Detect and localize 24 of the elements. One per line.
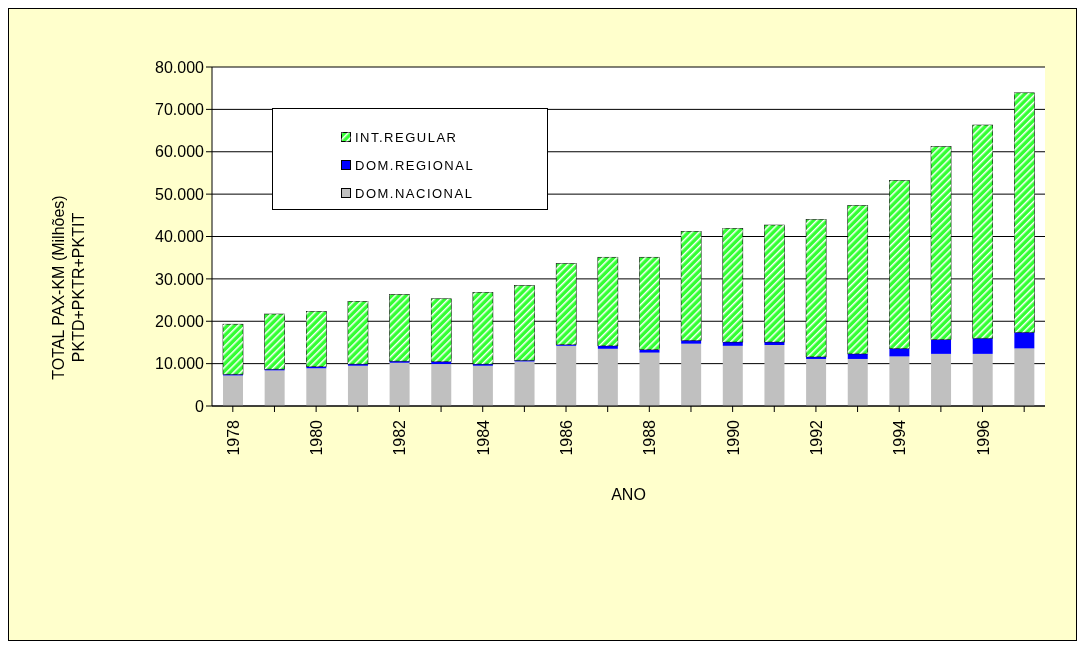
y-tick-label: 20.000 xyxy=(155,312,205,330)
legend-label: DOM.NACIONAL xyxy=(355,185,474,201)
y-tick-label: 70.000 xyxy=(155,101,205,119)
x-tick-label: 1986 xyxy=(558,419,576,456)
y-axis-title: TOTAL PAX-KM (Milhões) PKTD+PKTR+PKTIT xyxy=(50,195,87,380)
y-tick-label: 30.000 xyxy=(155,270,205,288)
x-tick-label: 1978 xyxy=(224,419,242,456)
legend-label: INT.REGULAR xyxy=(355,129,458,145)
y-tick-label: 80.000 xyxy=(155,58,205,76)
x-tick-label: 1994 xyxy=(891,419,909,456)
x-tick-label: 1984 xyxy=(474,419,492,456)
x-axis-title: ANO xyxy=(611,486,646,503)
y-tick-label: 60.000 xyxy=(155,143,205,161)
legend-label: DOM.REGIONAL xyxy=(355,157,475,173)
y-tick-label: 50.000 xyxy=(155,185,205,203)
y-tick-label: 0 xyxy=(195,397,205,415)
x-tick-label: 1990 xyxy=(724,419,742,456)
x-tick-label: 1982 xyxy=(391,419,409,456)
x-tick-label: 1980 xyxy=(308,419,326,456)
x-tick-label: 1992 xyxy=(807,419,825,456)
y-tick-label: 40.000 xyxy=(155,228,205,246)
x-tick-label: 1988 xyxy=(641,419,659,456)
x-tick-label: 1996 xyxy=(974,419,992,456)
y-tick-label: 10.000 xyxy=(155,355,205,373)
